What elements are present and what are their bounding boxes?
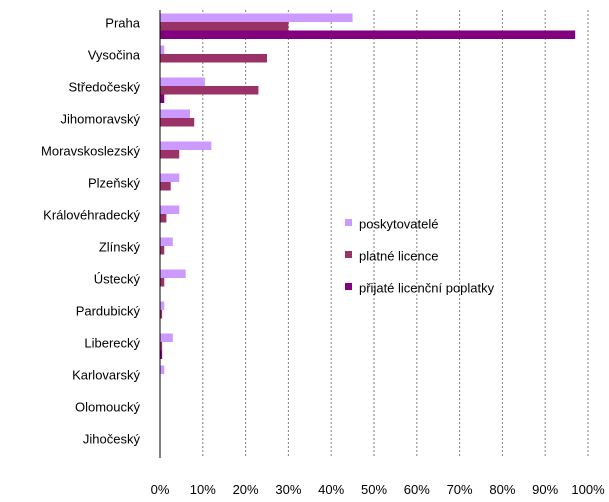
category-label: Olomoucký [75,399,141,414]
bar [160,310,163,319]
category-label: Pardubický [76,303,141,318]
x-tick-label: 40% [318,482,344,497]
bar [160,54,267,63]
category-label: Středočeský [68,79,140,94]
category-label: Praha [105,15,140,30]
legend-label: poskytovatelé [359,216,439,231]
x-tick-label: 30% [275,482,301,497]
category-label: Liberecký [84,335,140,350]
x-tick-label: 0% [151,482,170,497]
bar [160,30,576,39]
bar [160,246,165,255]
category-label: Karlovarský [72,367,140,382]
bar [160,45,165,54]
category-label: Jihomoravský [61,111,141,126]
bar [160,173,180,182]
bar [160,269,186,278]
gridlines [202,10,589,458]
x-tick-label: 60% [404,482,430,497]
category-label: Plzeňský [88,175,141,190]
bars [160,13,576,374]
bar [160,150,180,159]
category-label: Jihočeský [83,431,141,446]
bar [160,22,289,31]
bar [160,94,165,103]
category-label: Vysočina [88,47,141,62]
bar [160,77,205,86]
category-label: Zlínský [99,239,141,254]
bar [160,214,167,223]
bar [160,333,173,342]
legend-label: přijaté licenční poplatky [359,280,495,295]
bar [160,118,195,127]
category-label: Moravskoslezský [41,143,140,158]
category-label: Ústecký [94,271,141,286]
category-labels: Praha Vysočina Středočeský Jihomoravský Mora… [41,15,141,446]
x-tick-labels: 0% 10% 20% 30% 40% 50% 60% 70% 80% 90% 100% [151,482,605,497]
bar [160,237,173,246]
x-tick-label: 50% [361,482,387,497]
legend-label: platné licence [359,248,439,263]
bar [160,109,190,118]
bar [160,13,353,22]
category-label: Královéhradecký [43,207,140,222]
bar [160,350,163,359]
bar [160,141,212,150]
x-tick-label: 90% [532,482,558,497]
bar [160,86,259,95]
bar [160,182,171,191]
x-tick-label: 10% [190,482,216,497]
legend-swatch [345,219,352,226]
x-tick-label: 20% [233,482,259,497]
legend-swatch [345,251,352,258]
bar [160,301,165,310]
legend: poskytovatelé platné licence přijaté licen… [345,216,495,295]
x-tick-label: 100% [571,482,605,497]
bar [160,205,180,214]
bar [160,342,163,351]
legend-swatch [345,283,352,290]
bar [160,278,165,287]
bar [160,365,165,374]
x-tick-label: 80% [489,482,515,497]
x-tick-label: 70% [447,482,473,497]
